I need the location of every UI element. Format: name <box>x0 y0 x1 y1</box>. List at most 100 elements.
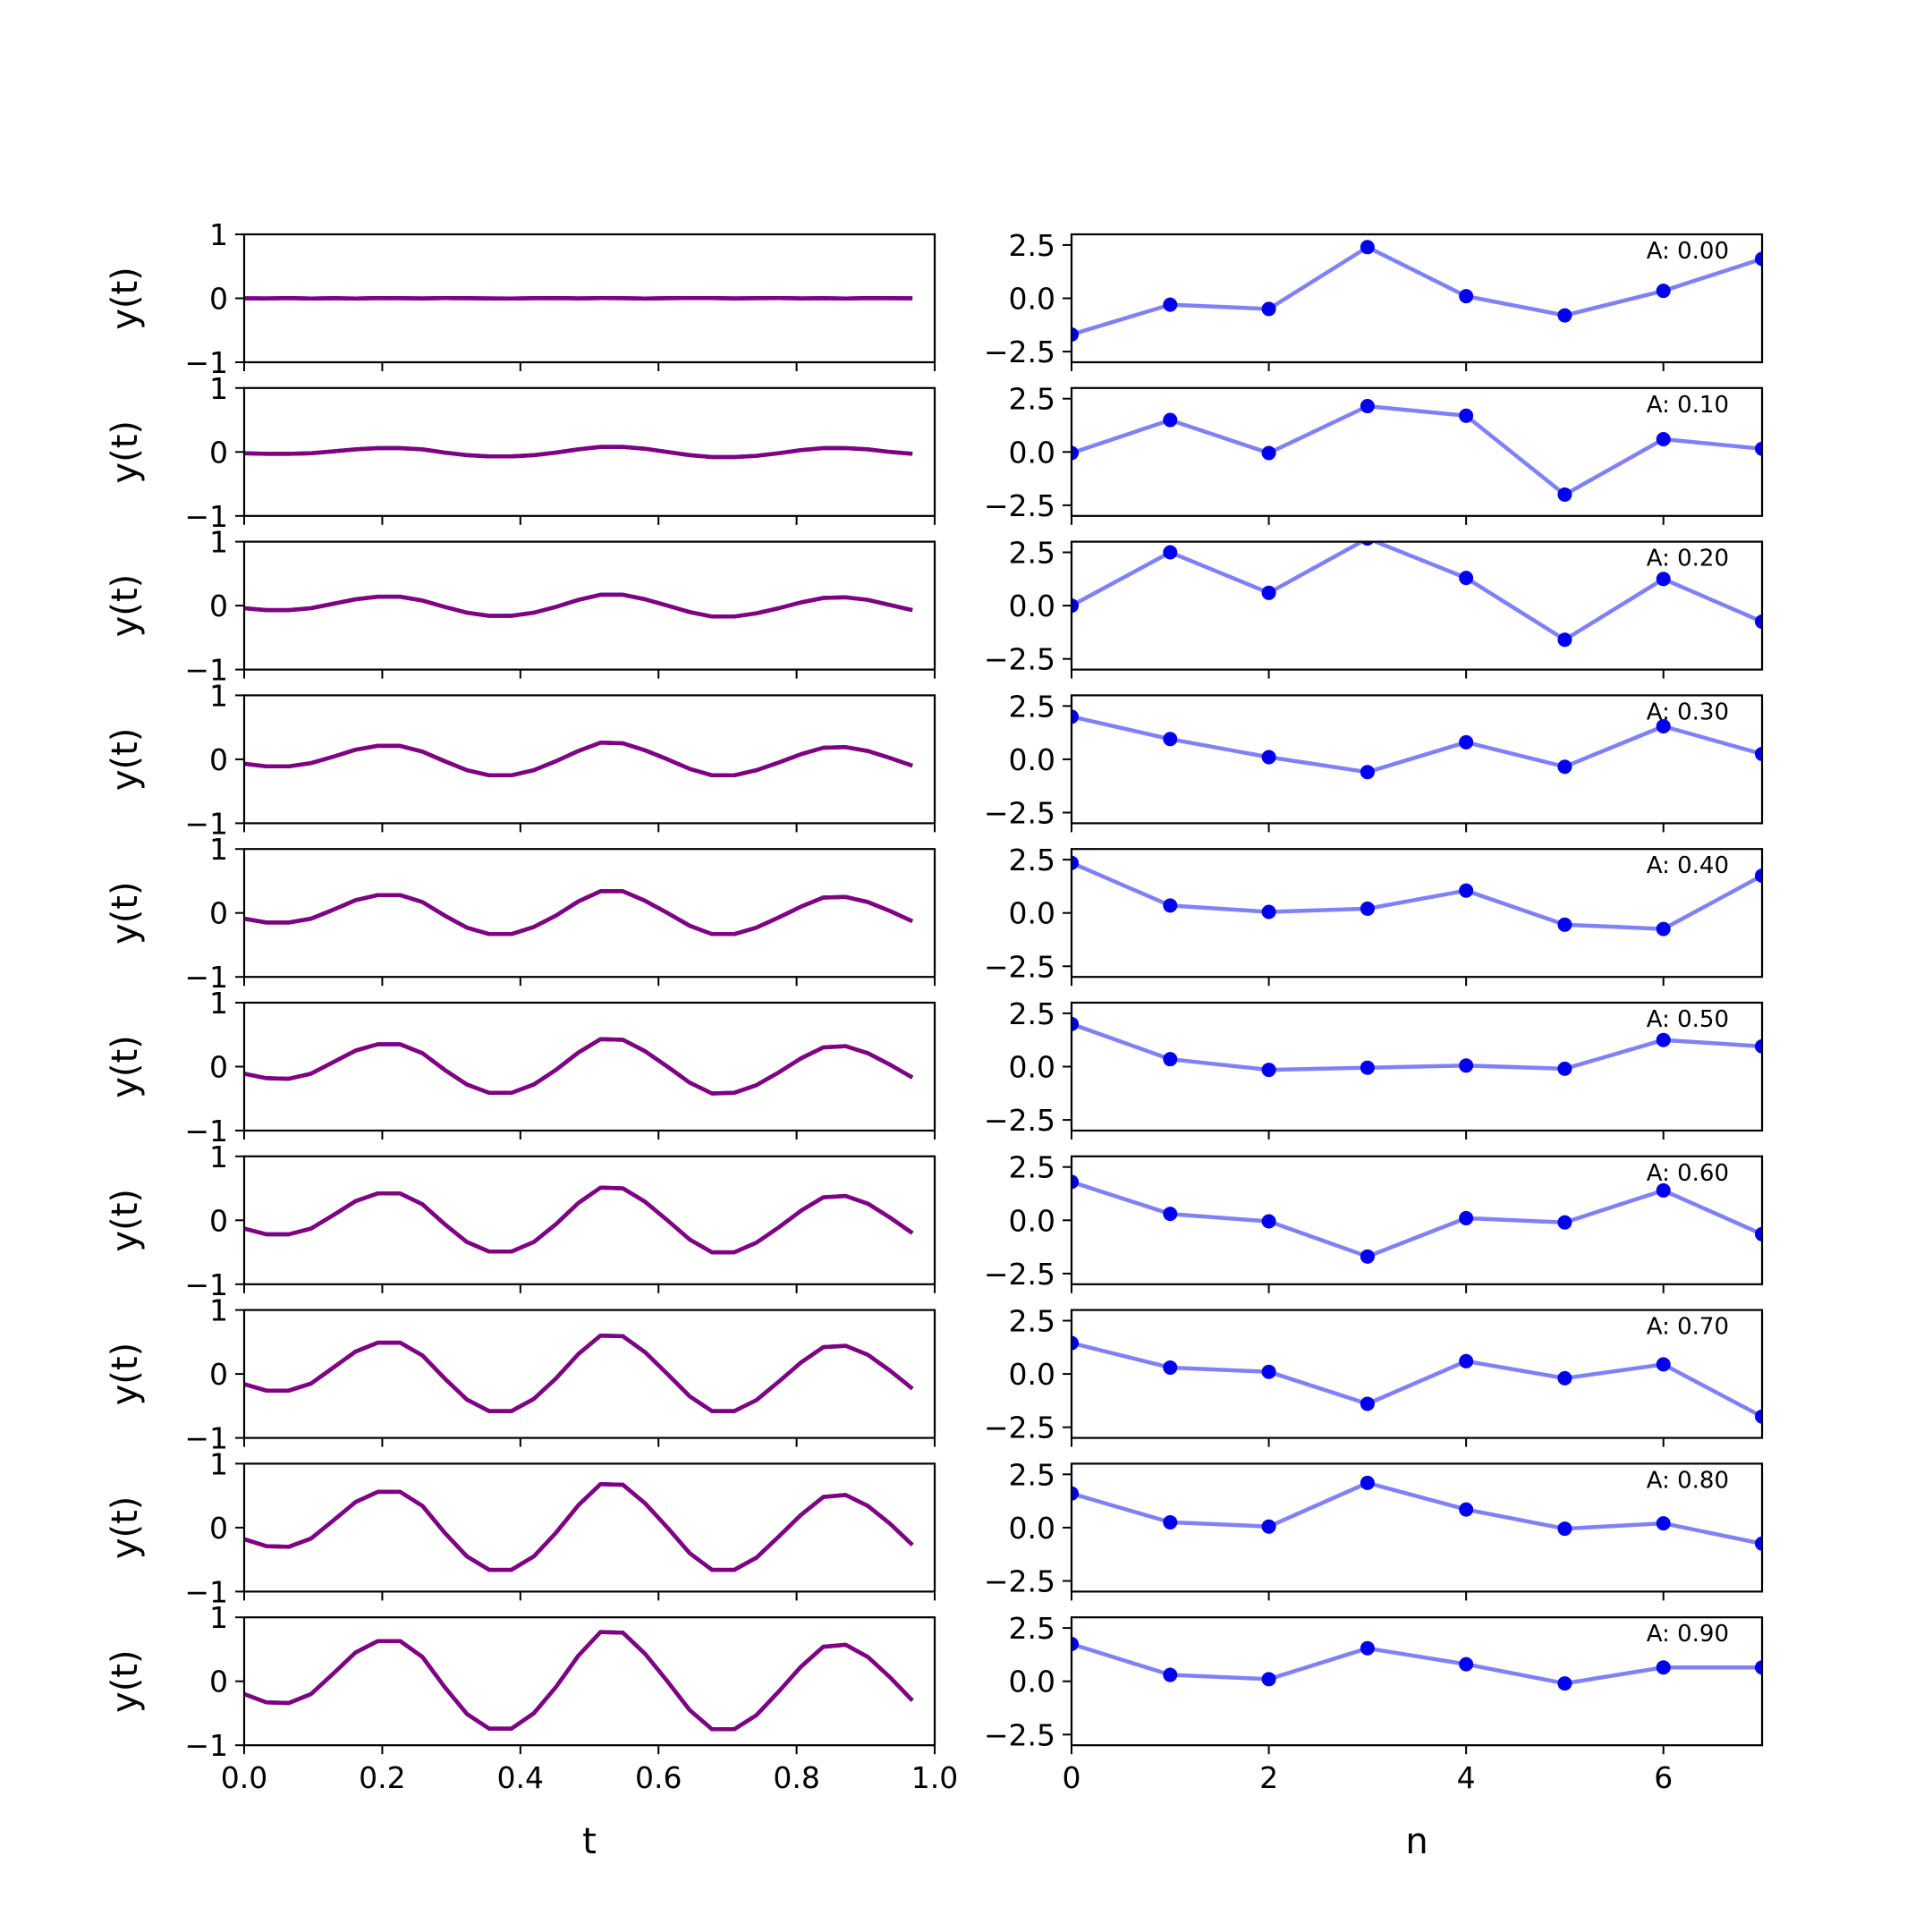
right-series-point <box>1072 1486 1079 1501</box>
right-annotation-label: A: 0.30 <box>1647 699 1729 725</box>
right-annotation-label: A: 0.10 <box>1647 392 1729 419</box>
right-series-point <box>1459 1353 1474 1368</box>
right-series-point <box>1656 1516 1671 1531</box>
right-series-point <box>1163 545 1178 560</box>
left-series-line <box>243 445 913 460</box>
right-series-point <box>1163 1667 1178 1682</box>
right-series-point <box>1755 251 1762 267</box>
left-y-axis-label: y(t) <box>105 1035 146 1098</box>
right-plot-area <box>1072 1475 1762 1551</box>
right-series-point <box>1360 1475 1375 1490</box>
right-series-point <box>1459 289 1474 304</box>
left-panel-8: −1 0 1 y(t) <box>105 1446 936 1609</box>
left-x-tick-label: 0.2 <box>359 1760 405 1795</box>
right-panel-4: −2.5 0.0 2.5 A: 0.40 <box>984 843 1764 987</box>
right-y-tick-label: 2.5 <box>1009 1304 1055 1339</box>
left-y-tick-label: −1 <box>184 653 228 688</box>
left-y-tick-label: 1 <box>209 371 228 406</box>
left-y-tick-label: 1 <box>209 1293 228 1328</box>
right-series-point <box>1163 898 1178 913</box>
left-y-tick-label: 0 <box>209 435 228 470</box>
left-panel-4: −1 0 1 y(t) <box>105 832 936 995</box>
right-series-point <box>1755 746 1762 761</box>
right-plot-area <box>1072 1016 1762 1078</box>
right-series-point <box>1755 868 1762 883</box>
right-annotation-label: A: 0.20 <box>1647 546 1729 572</box>
right-series-point <box>1557 1676 1572 1691</box>
right-series-point <box>1557 917 1572 932</box>
right-y-tick-label: 0.0 <box>1009 1357 1055 1392</box>
right-y-tick-label: −2.5 <box>984 1257 1055 1292</box>
left-y-tick-label: 1 <box>209 525 228 560</box>
left-y-tick-label: 1 <box>209 832 228 867</box>
left-panel-7: −1 0 1 y(t) <box>105 1293 936 1456</box>
right-series-point <box>1360 765 1375 780</box>
right-series-point <box>1261 750 1276 765</box>
right-series-point <box>1755 441 1762 456</box>
right-series-point <box>1261 1063 1276 1078</box>
right-series-point <box>1557 308 1572 323</box>
left-x-tick-label: 1.0 <box>911 1760 958 1795</box>
left-y-tick-label: 1 <box>209 986 228 1021</box>
right-series-point <box>1360 1640 1375 1656</box>
left-y-tick-label: −1 <box>184 1267 228 1302</box>
right-annotation-label: A: 0.50 <box>1647 1006 1729 1033</box>
left-y-tick-label: 0 <box>209 742 228 777</box>
right-y-tick-label: −2.5 <box>984 335 1055 369</box>
right-series-point <box>1072 1174 1079 1190</box>
right-series-point <box>1459 1657 1474 1672</box>
right-series-point <box>1656 1182 1671 1198</box>
right-panel-2: −2.5 0.0 2.5 A: 0.20 <box>984 536 1764 679</box>
right-x-tick-label: 0 <box>1063 1760 1081 1795</box>
right-series-point <box>1360 1060 1375 1075</box>
right-series-point <box>1656 1357 1671 1372</box>
right-series-point <box>1656 921 1671 936</box>
left-y-tick-label: −1 <box>184 1114 228 1148</box>
right-y-tick-label: −2.5 <box>984 1103 1055 1138</box>
right-y-tick-label: −2.5 <box>984 642 1055 677</box>
right-plot-area <box>1072 1636 1762 1691</box>
right-series-point <box>1360 1249 1375 1264</box>
left-y-tick-label: −1 <box>184 1421 228 1456</box>
right-x-tick-label: 6 <box>1654 1760 1673 1795</box>
left-x-tick-label: 0.8 <box>773 1760 819 1795</box>
right-series-point <box>1360 901 1375 916</box>
right-series-point <box>1656 1032 1671 1047</box>
left-series-line <box>243 1333 914 1413</box>
right-series-point <box>1261 904 1276 919</box>
right-panel-6: −2.5 0.0 2.5 A: 0.60 <box>984 1150 1764 1293</box>
left-series-line <box>243 741 913 778</box>
right-series-point <box>1755 614 1762 629</box>
left-y-tick-label: 1 <box>209 217 228 252</box>
left-y-tick-label: 0 <box>209 1511 228 1546</box>
right-series-line <box>1072 1021 1762 1072</box>
right-series-line <box>1072 541 1762 642</box>
right-series-point <box>1163 1207 1178 1222</box>
left-x-tick-label: 0.6 <box>635 1760 682 1795</box>
left-y-tick-label: 1 <box>209 678 228 713</box>
right-series-point <box>1261 1672 1276 1687</box>
right-y-tick-label: 0.0 <box>1009 896 1055 931</box>
right-y-tick-label: 0.0 <box>1009 1665 1055 1699</box>
right-series-point <box>1656 572 1671 587</box>
right-y-tick-label: 2.5 <box>1009 228 1055 263</box>
right-series-point <box>1072 445 1079 461</box>
right-series-point <box>1261 1364 1276 1379</box>
right-series-point <box>1656 718 1671 733</box>
right-y-tick-label: 2.5 <box>1009 382 1055 417</box>
right-series-point <box>1557 759 1572 775</box>
left-y-tick-label: 0 <box>209 282 228 317</box>
right-y-tick-label: 0.0 <box>1009 589 1055 623</box>
right-x-tick-label: 2 <box>1259 1760 1278 1795</box>
right-annotation-label: A: 0.40 <box>1647 852 1729 879</box>
right-y-tick-label: −2.5 <box>984 488 1055 523</box>
left-y-tick-label: 1 <box>209 1600 228 1635</box>
left-y-axis-label: y(t) <box>105 728 146 792</box>
right-plot-area <box>1072 1174 1762 1264</box>
right-series-point <box>1755 1660 1762 1675</box>
right-series-point <box>1163 1514 1178 1530</box>
right-series-point <box>1163 412 1178 428</box>
right-series-point <box>1755 1536 1762 1551</box>
right-series-point <box>1459 734 1474 750</box>
right-x-axis-label: n <box>1405 1821 1428 1862</box>
